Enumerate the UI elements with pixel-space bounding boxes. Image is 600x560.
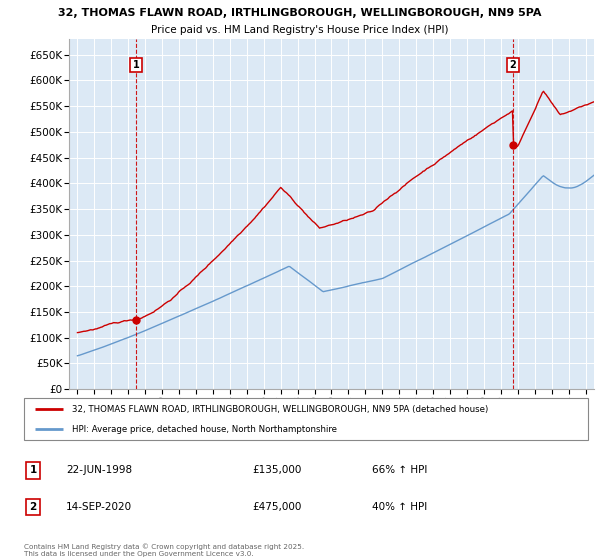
Text: 2: 2 (29, 502, 37, 512)
Text: 1: 1 (133, 60, 140, 70)
Text: £475,000: £475,000 (252, 502, 301, 512)
Text: Price paid vs. HM Land Registry's House Price Index (HPI): Price paid vs. HM Land Registry's House … (151, 25, 449, 35)
Text: £135,000: £135,000 (252, 465, 301, 475)
Text: 22-JUN-1998: 22-JUN-1998 (66, 465, 132, 475)
Text: 66% ↑ HPI: 66% ↑ HPI (372, 465, 427, 475)
Text: 1: 1 (29, 465, 37, 475)
Text: 40% ↑ HPI: 40% ↑ HPI (372, 502, 427, 512)
FancyBboxPatch shape (24, 398, 588, 440)
Text: Contains HM Land Registry data © Crown copyright and database right 2025.
This d: Contains HM Land Registry data © Crown c… (24, 544, 304, 557)
Text: 32, THOMAS FLAWN ROAD, IRTHLINGBOROUGH, WELLINGBOROUGH, NN9 5PA: 32, THOMAS FLAWN ROAD, IRTHLINGBOROUGH, … (58, 8, 542, 18)
Text: 2: 2 (509, 60, 516, 70)
Text: 14-SEP-2020: 14-SEP-2020 (66, 502, 132, 512)
Text: HPI: Average price, detached house, North Northamptonshire: HPI: Average price, detached house, Nort… (72, 424, 337, 433)
Text: 32, THOMAS FLAWN ROAD, IRTHLINGBOROUGH, WELLINGBOROUGH, NN9 5PA (detached house): 32, THOMAS FLAWN ROAD, IRTHLINGBOROUGH, … (72, 405, 488, 414)
